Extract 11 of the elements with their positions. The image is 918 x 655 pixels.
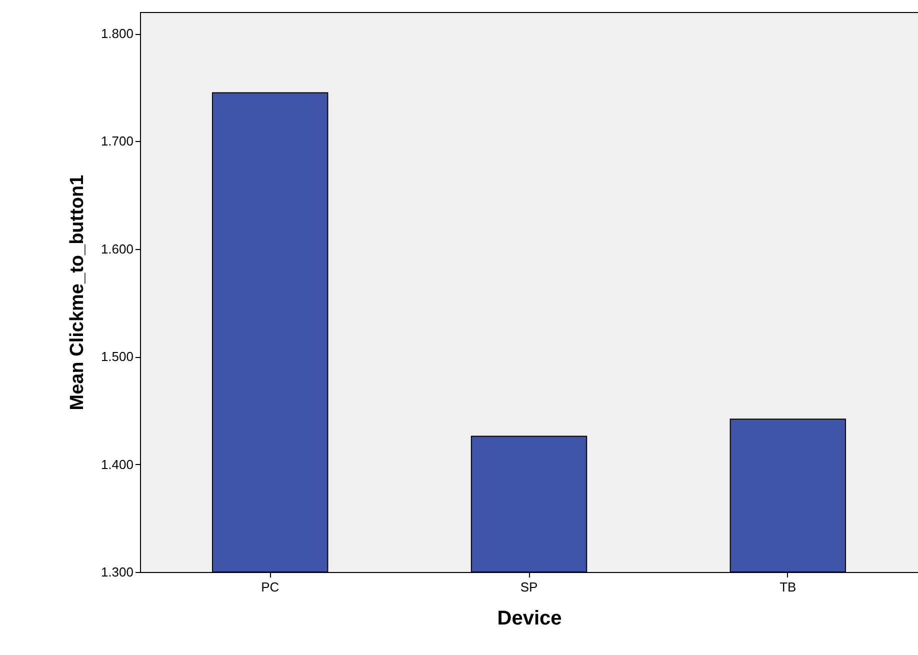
y-tick-label: 1.800 [100,26,134,42]
y-axis-title: Mean Clickme_to_button1 [66,174,88,410]
y-tick-label: 1.600 [100,241,134,256]
y-tick-label: 1.500 [100,349,134,364]
y-tick-label: 1.700 [100,134,134,149]
y-tick-label: 1.400 [100,456,134,472]
x-tick-label: TB [780,580,796,594]
x-tick-label: SP [520,580,538,594]
y-tick-label: 1.300 [100,564,134,580]
x-axis-title: Device [497,608,562,630]
x-tick-label: PC [261,580,280,594]
